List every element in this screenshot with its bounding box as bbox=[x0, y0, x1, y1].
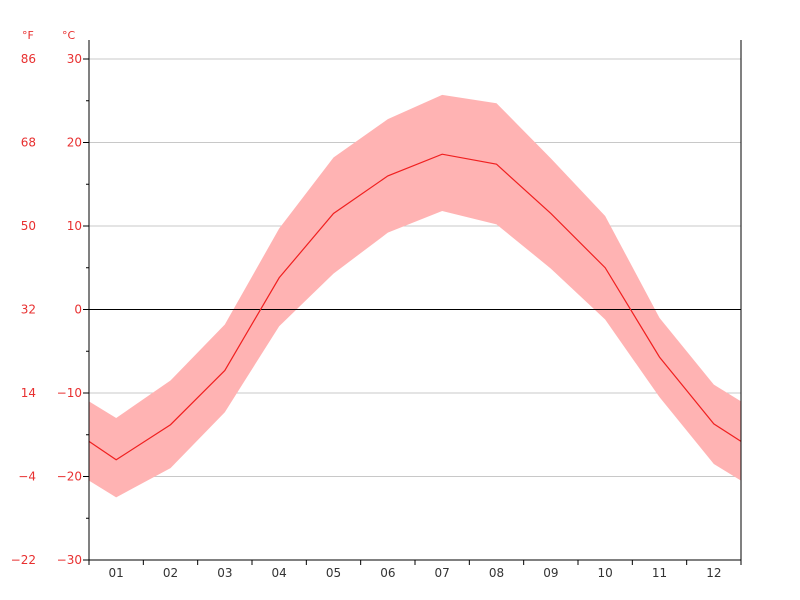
mean-temperature-line bbox=[88, 153, 742, 461]
month-tick-label: 06 bbox=[380, 566, 395, 580]
celsius-tick-label: 20 bbox=[67, 136, 82, 150]
month-tick-label: 08 bbox=[489, 566, 504, 580]
month-tick-label: 02 bbox=[163, 566, 178, 580]
temperature-range-band bbox=[89, 94, 741, 498]
fahrenheit-tick-label: 32 bbox=[21, 303, 36, 317]
celsius-tick-label: −30 bbox=[57, 553, 82, 567]
month-tick-label: 07 bbox=[435, 566, 450, 580]
month-tick-label: 04 bbox=[272, 566, 287, 580]
month-tick-label: 11 bbox=[652, 566, 667, 580]
celsius-tick-label: −20 bbox=[57, 470, 82, 484]
celsius-tick-label: 30 bbox=[67, 52, 82, 66]
celsius-tick-label: 0 bbox=[74, 303, 82, 317]
month-tick-label: 05 bbox=[326, 566, 341, 580]
fahrenheit-tick-label: 14 bbox=[21, 386, 36, 400]
month-tick-label: 01 bbox=[109, 566, 124, 580]
fahrenheit-tick-label: −22 bbox=[11, 553, 36, 567]
fahrenheit-tick-label: 68 bbox=[21, 136, 36, 150]
month-tick-label: 10 bbox=[598, 566, 613, 580]
celsius-unit-label: °C bbox=[62, 29, 76, 42]
mean-line-layer bbox=[88, 153, 742, 461]
temperature-range-band-layer bbox=[89, 94, 741, 498]
fahrenheit-tick-label: 86 bbox=[21, 52, 36, 66]
celsius-tick-label: −10 bbox=[57, 386, 82, 400]
fahrenheit-tick-label: 50 bbox=[21, 219, 36, 233]
fahrenheit-tick-label: −4 bbox=[18, 470, 36, 484]
month-tick-label: 03 bbox=[217, 566, 232, 580]
celsius-tick-label: 10 bbox=[67, 219, 82, 233]
labels-layer: °F °C 86 30 68 20 50 10 32 0 14 −10 −4 −20 −22 −30 01 0… bbox=[11, 29, 722, 580]
fahrenheit-unit-label: °F bbox=[22, 29, 34, 42]
month-tick-label: 09 bbox=[543, 566, 558, 580]
axes-layer bbox=[83, 40, 742, 565]
month-tick-label: 12 bbox=[706, 566, 721, 580]
